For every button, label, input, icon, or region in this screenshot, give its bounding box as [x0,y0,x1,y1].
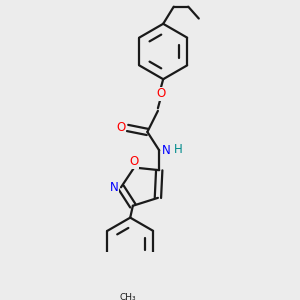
Text: N: N [162,144,171,157]
Text: O: O [130,155,139,168]
Text: H: H [174,143,183,156]
Text: O: O [156,87,165,100]
Text: N: N [110,181,119,194]
Text: O: O [116,122,126,134]
Text: CH₃: CH₃ [119,293,136,300]
